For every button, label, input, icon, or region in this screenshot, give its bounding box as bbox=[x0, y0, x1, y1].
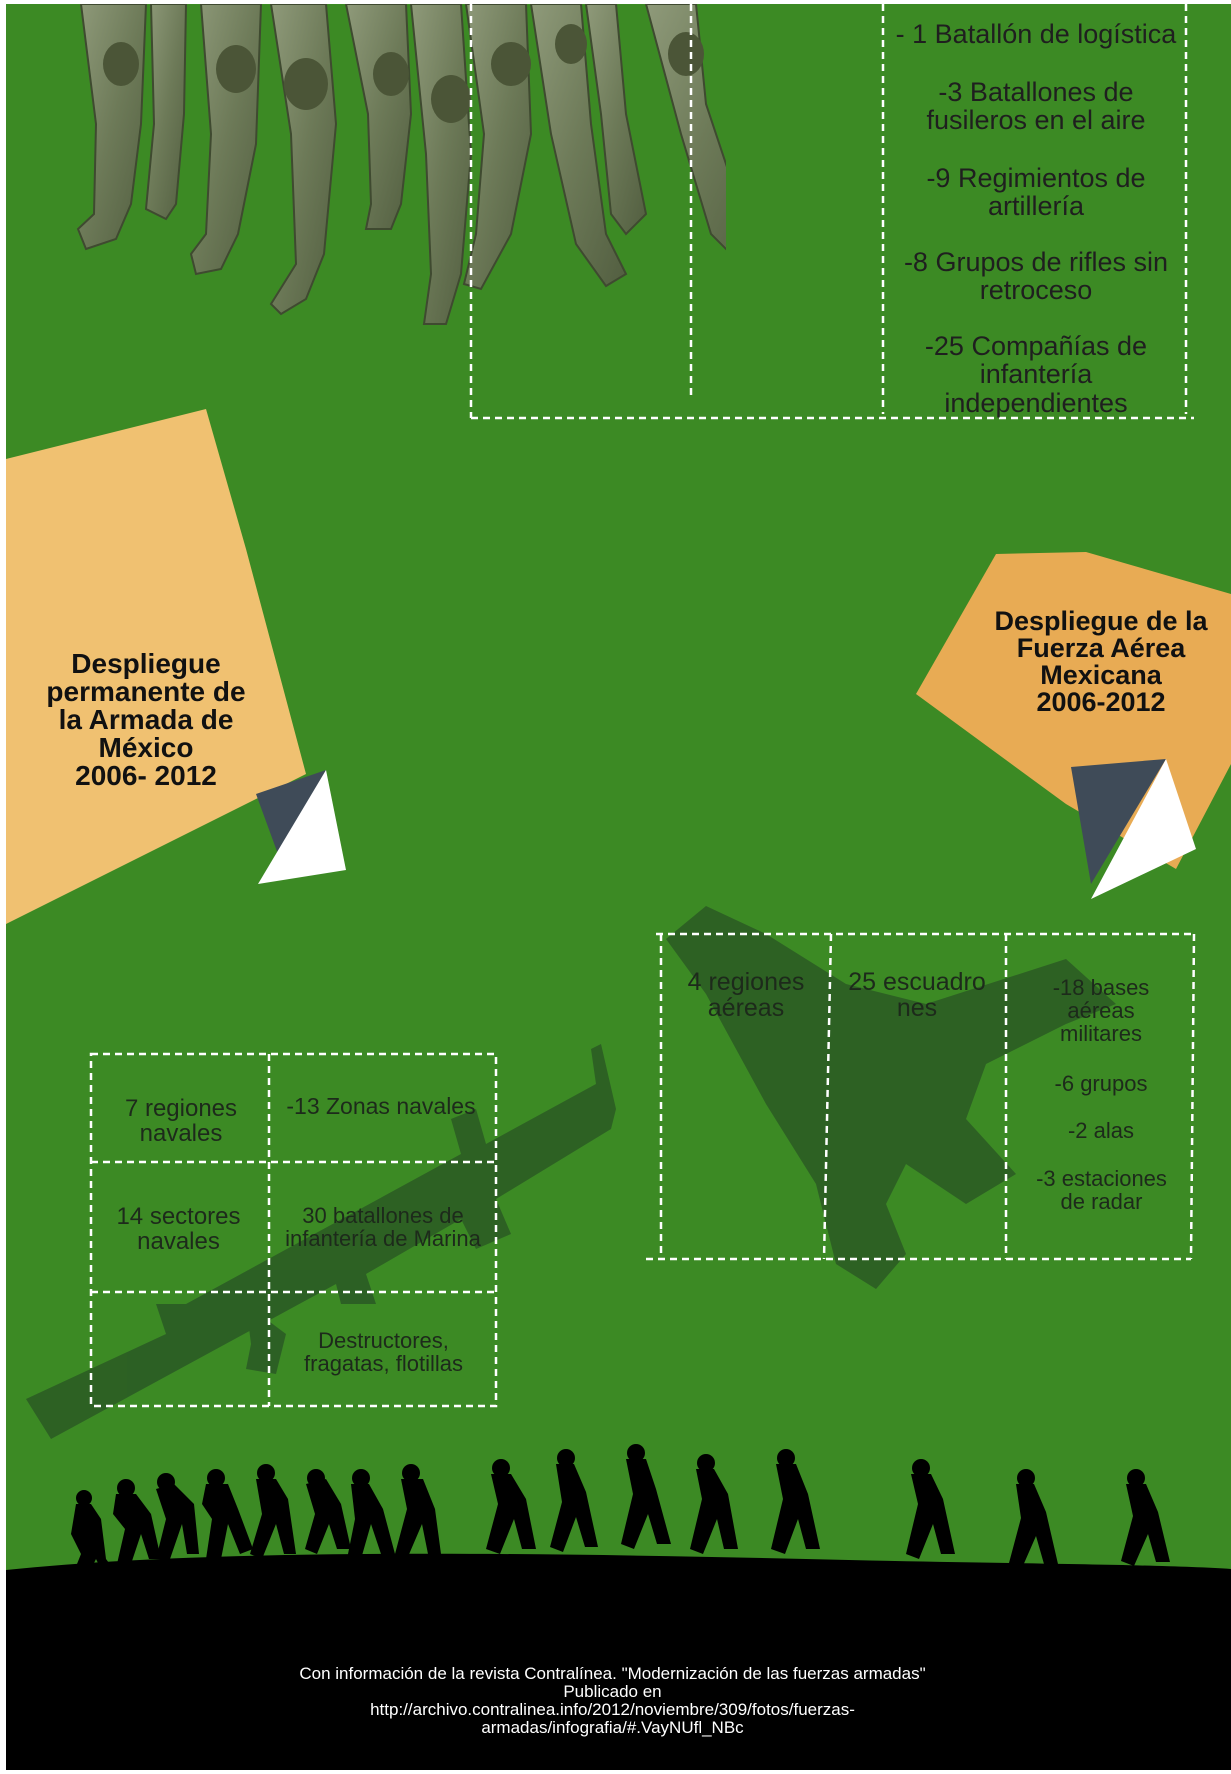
footer-band bbox=[6, 1646, 1231, 1770]
airforce-cell-escuadrones: 25 escuadrones bbox=[848, 968, 986, 1023]
army-grid-lines bbox=[469, 4, 1194, 420]
navy-cell-zonas: -13 Zonas navales bbox=[286, 1093, 476, 1119]
source-credit-line: Publicado en bbox=[563, 1682, 662, 1701]
army-item-logistica: - 1 Batallón de logística bbox=[895, 19, 1177, 49]
airforce-title-plate bbox=[916, 552, 1231, 899]
airforce-cell-regiones: 4 regiones aéreas bbox=[687, 968, 805, 1023]
navy-cell-batallones: 30 batallones de infantería de Marina bbox=[285, 1203, 481, 1252]
source-credit-line: Con información de la revista Contralíne… bbox=[299, 1664, 926, 1683]
source-credit: Con información de la revista Contralíne… bbox=[0, 1665, 1225, 1737]
army-item-companias: -25 Compañías de infantería independient… bbox=[924, 331, 1148, 418]
infographic-canvas: - 1 Batallón de logística -3 Batallones … bbox=[6, 4, 1231, 1770]
army-item-fusileros: -3 Batallones de fusileros en el aire bbox=[926, 77, 1146, 136]
airforce-cell-radar: -3 estaciones de radar bbox=[1036, 1166, 1167, 1215]
navy-cell-regiones: 7 regiones navales bbox=[124, 1095, 238, 1148]
airforce-cell-alas: -2 alas bbox=[1067, 1118, 1135, 1143]
navy-cell-sectores: 14 sectores navales bbox=[116, 1203, 241, 1256]
airforce-cell-bases: -18 bases aéreas militares bbox=[1052, 975, 1150, 1047]
soldier-boots-photo bbox=[76, 4, 726, 325]
navy-title: Despliegue permanente de la Armada de Mé… bbox=[46, 648, 246, 791]
airforce-cell-grupos: -6 grupos bbox=[1054, 1071, 1148, 1096]
navy-cell-buques: Destructores, fragatas, flotillas bbox=[304, 1328, 463, 1377]
navy-title-plate bbox=[6, 409, 346, 924]
airforce-title: Despliegue de la Fuerza Aérea Mexicana 2… bbox=[994, 606, 1208, 717]
army-item-artilleria: -9 Regimientos de artillería bbox=[926, 163, 1146, 222]
source-url-line: armadas/infografia/#.VayNUfl_NBc bbox=[481, 1718, 744, 1737]
army-item-rifles: -8 Grupos de rifles sin retroceso bbox=[903, 247, 1169, 306]
source-url-line: http://archivo.contralinea.info/2012/nov… bbox=[370, 1700, 855, 1719]
